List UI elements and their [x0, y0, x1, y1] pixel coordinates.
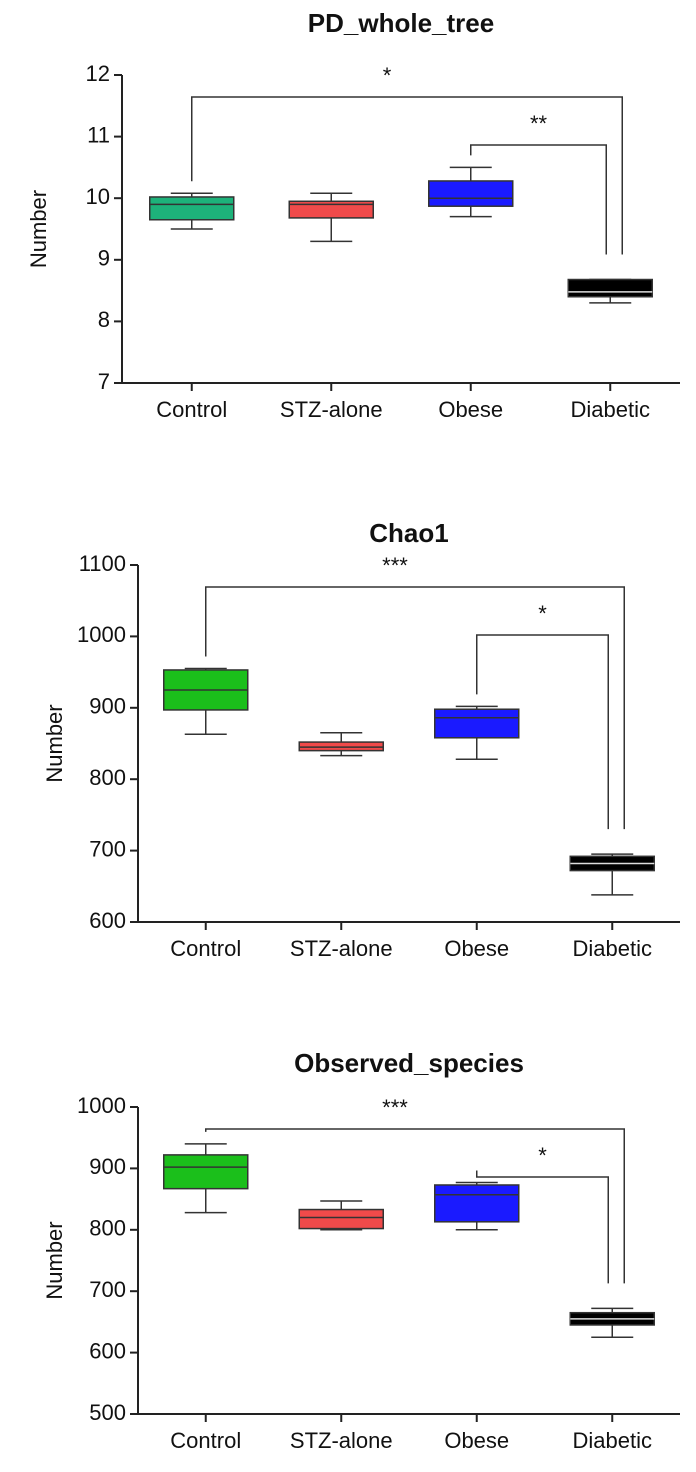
y-tick-label: 500 [89, 1400, 126, 1425]
y-axis-label: Number [42, 1221, 67, 1299]
box [163, 1154, 249, 1190]
y-tick-label: 10 [86, 184, 110, 209]
box [434, 1184, 520, 1223]
y-tick-label: 1100 [79, 551, 126, 576]
chart-title: Chao1 [369, 518, 448, 548]
y-tick-label: 12 [86, 61, 110, 86]
y-tick-label: 11 [87, 122, 110, 147]
significance-label: * [383, 63, 392, 88]
x-tick-label: STZ-alone [280, 397, 383, 422]
y-tick-label: 1000 [77, 622, 126, 647]
significance-label: ** [530, 111, 548, 136]
y-tick-label: 600 [89, 908, 126, 933]
box [288, 200, 374, 219]
x-tick-label: Obese [444, 936, 509, 961]
chart-title: Observed_species [294, 1048, 524, 1078]
significance-bracket [205, 586, 625, 830]
y-tick-label: 900 [89, 1154, 126, 1179]
box [149, 196, 235, 221]
x-tick-label: Diabetic [571, 397, 650, 422]
x-tick-label: Obese [438, 397, 503, 422]
x-tick-label: Obese [444, 1428, 509, 1453]
x-tick-label: Control [170, 936, 241, 961]
significance-bracket [205, 1128, 625, 1284]
y-tick-label: 800 [89, 765, 126, 790]
significance-bracket [191, 96, 623, 255]
x-tick-label: Control [156, 397, 227, 422]
box [567, 278, 653, 298]
y-tick-label: 700 [89, 836, 126, 861]
significance-bracket [476, 1170, 609, 1284]
y-tick-label: 1000 [77, 1093, 126, 1118]
y-tick-label: 7 [98, 369, 110, 394]
significance-label: * [538, 1143, 547, 1168]
x-tick-label: Control [170, 1428, 241, 1453]
x-tick-label: Diabetic [573, 1428, 652, 1453]
y-tick-label: 800 [89, 1216, 126, 1241]
y-axis-label: Number [42, 704, 67, 782]
significance-bracket [476, 634, 609, 830]
significance-label: * [538, 601, 547, 626]
box [428, 180, 514, 207]
significance-label: *** [382, 553, 408, 578]
y-tick-label: 900 [89, 694, 126, 719]
box [434, 708, 520, 739]
significance-label: *** [382, 1095, 408, 1120]
y-tick-label: 9 [98, 246, 110, 271]
x-tick-label: STZ-alone [290, 1428, 393, 1453]
chart-title: PD_whole_tree [308, 8, 494, 38]
significance-bracket [470, 144, 607, 255]
y-tick-label: 8 [98, 307, 110, 332]
x-tick-label: STZ-alone [290, 936, 393, 961]
y-tick-label: 700 [89, 1277, 126, 1302]
x-tick-label: Diabetic [573, 936, 652, 961]
box [298, 1208, 384, 1230]
y-axis-label: Number [26, 190, 51, 268]
y-tick-label: 600 [89, 1338, 126, 1363]
